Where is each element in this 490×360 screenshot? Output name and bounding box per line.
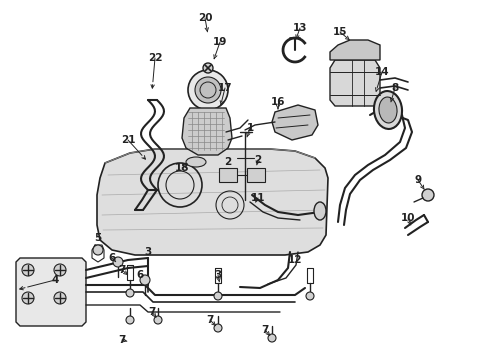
Circle shape <box>214 292 222 300</box>
Text: 7: 7 <box>118 335 126 345</box>
Ellipse shape <box>314 202 326 220</box>
Text: 2: 2 <box>254 155 262 165</box>
Text: 9: 9 <box>415 175 421 185</box>
Text: 7: 7 <box>206 315 214 325</box>
Circle shape <box>203 63 213 73</box>
Text: 17: 17 <box>218 83 232 93</box>
Polygon shape <box>272 105 318 140</box>
Circle shape <box>268 334 276 342</box>
Text: 14: 14 <box>375 67 390 77</box>
Text: 12: 12 <box>288 255 302 265</box>
Circle shape <box>306 292 314 300</box>
Polygon shape <box>219 168 237 182</box>
Text: 6: 6 <box>136 270 144 280</box>
Circle shape <box>113 257 123 267</box>
Polygon shape <box>330 40 380 60</box>
Polygon shape <box>247 168 265 182</box>
Text: 13: 13 <box>293 23 307 33</box>
Circle shape <box>54 292 66 304</box>
Text: 3: 3 <box>215 270 221 280</box>
Text: 6: 6 <box>108 253 116 263</box>
Circle shape <box>214 324 222 332</box>
Text: 1: 1 <box>246 123 254 133</box>
Circle shape <box>154 316 162 324</box>
Text: 7: 7 <box>148 307 156 317</box>
Text: 15: 15 <box>333 27 347 37</box>
Circle shape <box>22 264 34 276</box>
Polygon shape <box>182 108 232 155</box>
Text: 4: 4 <box>51 275 59 285</box>
Text: 7: 7 <box>261 325 269 335</box>
Polygon shape <box>97 149 328 255</box>
Circle shape <box>195 77 221 103</box>
Text: 5: 5 <box>95 233 101 243</box>
Text: 8: 8 <box>392 83 399 93</box>
Circle shape <box>54 264 66 276</box>
Text: 21: 21 <box>121 135 135 145</box>
Polygon shape <box>330 60 380 106</box>
Text: 10: 10 <box>401 213 415 223</box>
Circle shape <box>188 70 228 110</box>
Text: 7: 7 <box>118 265 126 275</box>
Polygon shape <box>16 258 86 326</box>
Text: 16: 16 <box>271 97 285 107</box>
Text: 22: 22 <box>148 53 162 63</box>
Ellipse shape <box>186 157 206 167</box>
Circle shape <box>126 316 134 324</box>
Text: 20: 20 <box>198 13 212 23</box>
Text: 11: 11 <box>251 193 265 203</box>
Circle shape <box>93 245 103 255</box>
Circle shape <box>422 189 434 201</box>
Text: 3: 3 <box>145 247 151 257</box>
Text: 2: 2 <box>224 157 232 167</box>
Circle shape <box>140 275 150 285</box>
Text: 18: 18 <box>175 163 189 173</box>
Circle shape <box>126 289 134 297</box>
Ellipse shape <box>374 91 402 129</box>
Ellipse shape <box>379 97 397 123</box>
Text: 19: 19 <box>213 37 227 47</box>
Circle shape <box>22 292 34 304</box>
